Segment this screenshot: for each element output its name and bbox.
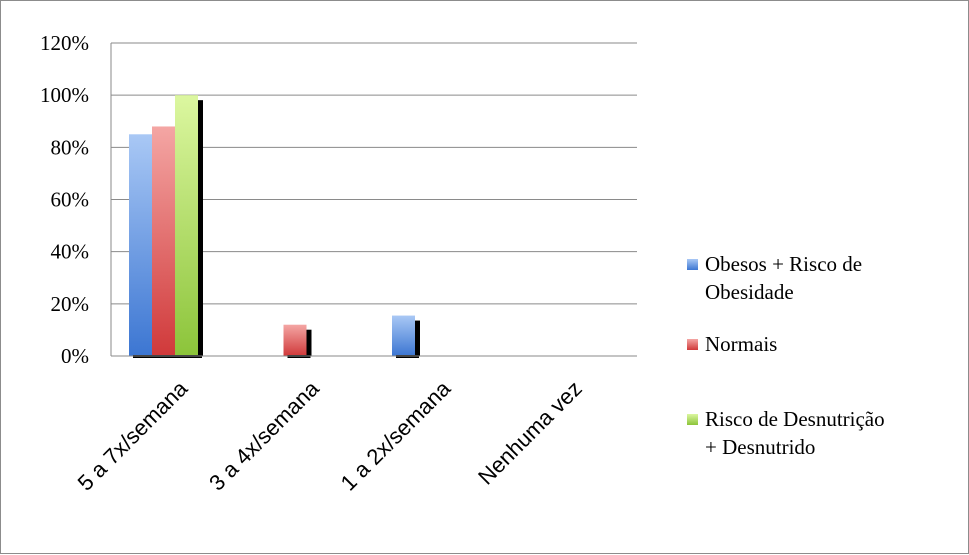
legend-label: Normais xyxy=(705,332,777,356)
x-tick-label: Nenhuma vez xyxy=(473,376,587,490)
bar-1-1 xyxy=(283,324,307,356)
x-tick-label: 3 a 4x/semana xyxy=(204,375,324,495)
y-tick-label: 100% xyxy=(40,83,89,107)
bar-shadow xyxy=(198,100,203,357)
legend-label: Obesos + Risco de xyxy=(705,252,862,276)
legend-label: + Desnutrido xyxy=(705,435,815,459)
legend: Obesos + Risco de Obesidade Normais Risco d… xyxy=(687,252,885,459)
x-tick-label: 5 a 7x/semana xyxy=(73,375,193,495)
x-tick-label: 1 a 2x/semana xyxy=(336,375,456,495)
bar-0-0 xyxy=(129,134,152,356)
y-tick-label: 20% xyxy=(51,292,90,316)
y-tick-label: 40% xyxy=(51,240,90,264)
y-axis: 0% 20% 40% 60% 80% 100% 120% xyxy=(40,31,112,368)
y-tick-label: 0% xyxy=(61,344,89,368)
y-tick-label: 60% xyxy=(51,188,90,212)
bar-shadow xyxy=(415,320,420,356)
legend-swatch xyxy=(687,339,698,350)
y-tick-label: 120% xyxy=(40,31,89,55)
bar-shadow xyxy=(306,329,312,356)
legend-swatch xyxy=(687,414,698,425)
legend-label: Obesidade xyxy=(705,280,794,304)
bars xyxy=(129,95,420,358)
x-axis: 5 a 7x/semana 3 a 4x/semana 1 a 2x/semana N… xyxy=(73,355,637,496)
y-tick-label: 80% xyxy=(51,135,90,159)
bar-0-1 xyxy=(152,126,175,356)
bar-2-0 xyxy=(392,315,415,356)
bar-0-2 xyxy=(175,95,198,357)
legend-label: Risco de Desnutrição xyxy=(705,407,885,431)
legend-swatch xyxy=(687,259,698,270)
